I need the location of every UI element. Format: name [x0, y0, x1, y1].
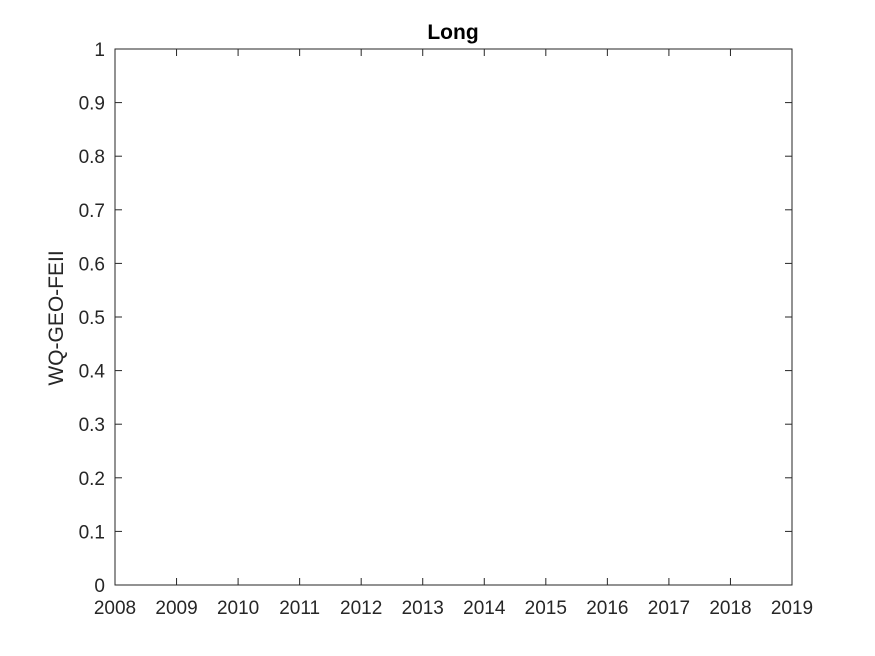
y-tick-label: 0.8 [79, 147, 105, 168]
x-tick-label: 2016 [586, 598, 628, 619]
x-tick-label: 2009 [155, 598, 197, 619]
y-tick-label: 0.7 [79, 201, 105, 222]
x-tick-label: 2014 [463, 598, 506, 619]
x-tick-label: 2008 [94, 598, 136, 619]
x-tick-label: 2019 [771, 598, 813, 619]
x-tick-label: 2011 [279, 598, 320, 619]
y-tick-label: 0.4 [79, 362, 106, 383]
y-axis-label: WQ-GEO-FEII [45, 250, 68, 385]
y-tick-label: 1 [94, 40, 105, 61]
x-tick-label: 2015 [525, 598, 567, 619]
x-tick-label: 2018 [709, 598, 751, 619]
y-tick-label: 0.9 [79, 94, 105, 115]
y-tick-label: 0.3 [79, 415, 105, 436]
y-tick-label: 0.6 [79, 254, 105, 275]
x-axis: 2008 2009 2010 2011 2012 2013 2014 2015 2016 2017… [94, 49, 813, 619]
x-tick-label: 2010 [217, 598, 259, 619]
chart-title: Long [427, 21, 478, 44]
x-tick-label: 2017 [648, 598, 690, 619]
y-tick-label: 0 [94, 576, 105, 597]
y-tick-label: 0.2 [79, 469, 105, 490]
y-axis: 0 0.1 0.2 0.3 0.4 0.5 0.6 0.7 0.8 0.9 1 [79, 40, 792, 597]
x-tick-label: 2012 [340, 598, 382, 619]
y-tick-label: 0.5 [79, 308, 105, 329]
y-tick-label: 0.1 [79, 522, 105, 543]
x-tick-label: 2013 [402, 598, 444, 619]
plot-area [114, 48, 793, 586]
